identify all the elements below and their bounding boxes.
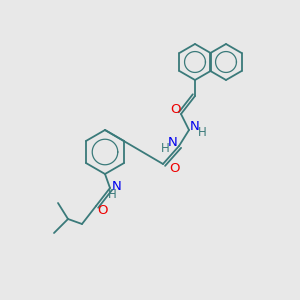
Text: H: H <box>160 142 169 155</box>
Text: N: N <box>168 136 178 149</box>
Text: O: O <box>169 162 179 175</box>
Text: N: N <box>112 181 122 194</box>
Text: N: N <box>190 121 200 134</box>
Text: H: H <box>108 188 116 202</box>
Text: O: O <box>170 103 181 116</box>
Text: H: H <box>198 127 206 140</box>
Text: O: O <box>97 204 108 218</box>
